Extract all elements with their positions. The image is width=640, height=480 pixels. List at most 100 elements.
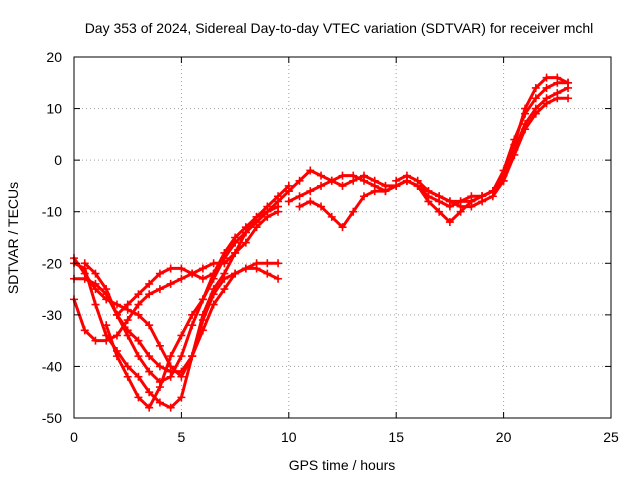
data-point [241, 228, 250, 237]
data-point [274, 259, 283, 268]
data-point [317, 181, 326, 190]
data-point [188, 352, 197, 361]
data-point [220, 269, 229, 278]
data-point [209, 259, 218, 268]
series-line [83, 184, 291, 384]
data-point [198, 264, 207, 273]
data-point [542, 73, 551, 82]
data-point [349, 171, 358, 180]
data-point [317, 202, 326, 211]
data-point [564, 78, 573, 87]
data-point [306, 197, 315, 206]
data-point [91, 336, 100, 345]
series-group [70, 73, 573, 412]
data-point [166, 264, 175, 273]
data-point [112, 331, 121, 340]
data-point [252, 264, 261, 273]
data-point [478, 197, 487, 206]
x-tick-label: 15 [388, 429, 404, 445]
chart-title: Day 353 of 2024, Sidereal Day-to-day VTE… [85, 20, 594, 36]
data-point [274, 274, 283, 283]
data-point [134, 290, 143, 299]
data-point [209, 269, 218, 278]
data-point [531, 109, 540, 118]
data-point [209, 285, 218, 294]
data-point [263, 207, 272, 216]
y-tick-label: 0 [54, 152, 62, 168]
data-point [370, 187, 379, 196]
data-point [542, 99, 551, 108]
data-point [134, 336, 143, 345]
data-point [155, 269, 164, 278]
data-point [134, 352, 143, 361]
data-point [91, 300, 100, 309]
data-point [166, 279, 175, 288]
data-point [295, 176, 304, 185]
data-point [134, 300, 143, 309]
data-point [306, 187, 315, 196]
data-point [188, 269, 197, 278]
x-tick-label: 10 [281, 429, 297, 445]
data-point [510, 140, 519, 149]
series-trace-11 [392, 73, 573, 211]
data-point [91, 279, 100, 288]
data-point [177, 331, 186, 340]
data-point [134, 393, 143, 402]
data-point [145, 321, 154, 330]
data-point [177, 352, 186, 361]
data-point [155, 341, 164, 350]
data-point [488, 192, 497, 201]
data-point [145, 367, 154, 376]
data-point [456, 202, 465, 211]
data-point [80, 259, 89, 268]
data-point [102, 321, 111, 330]
y-tick-label: -50 [42, 410, 62, 426]
data-point [402, 171, 411, 180]
data-point [263, 269, 272, 278]
data-point [155, 285, 164, 294]
data-point [112, 300, 121, 309]
data-point [445, 197, 454, 206]
data-point [521, 104, 530, 113]
data-point [424, 187, 433, 196]
data-point [263, 259, 272, 268]
data-point [155, 377, 164, 386]
data-point [338, 181, 347, 190]
data-point [134, 372, 143, 381]
y-tick-label: 20 [46, 49, 62, 65]
data-point [381, 187, 390, 196]
data-point [112, 310, 121, 319]
data-point [274, 192, 283, 201]
data-point [123, 362, 132, 371]
ticks: 0 5 10 15 20 25 -50 -40 -30 -20 -10 0 10 20 [42, 49, 619, 445]
data-point [499, 176, 508, 185]
data-point [553, 94, 562, 103]
data-point [188, 321, 197, 330]
y-tick-label: 10 [46, 101, 62, 117]
data-point [564, 94, 573, 103]
data-point [166, 403, 175, 412]
data-point [155, 398, 164, 407]
data-point [392, 176, 401, 185]
data-point [123, 300, 132, 309]
data-point [166, 352, 175, 361]
data-point [177, 393, 186, 402]
plot-frame [73, 56, 612, 419]
data-point [112, 352, 121, 361]
data-point [359, 176, 368, 185]
data-point [155, 362, 164, 371]
x-tick-label: 25 [603, 429, 619, 445]
data-point [231, 269, 240, 278]
data-point [145, 290, 154, 299]
series-line [298, 96, 570, 229]
data-point [553, 73, 562, 82]
data-point [445, 218, 454, 227]
data-point [284, 187, 293, 196]
data-point [338, 171, 347, 180]
series-line [72, 266, 280, 374]
data-point [467, 202, 476, 211]
data-point [198, 274, 207, 283]
data-point [413, 176, 422, 185]
data-point [145, 352, 154, 361]
data-point [424, 197, 433, 206]
